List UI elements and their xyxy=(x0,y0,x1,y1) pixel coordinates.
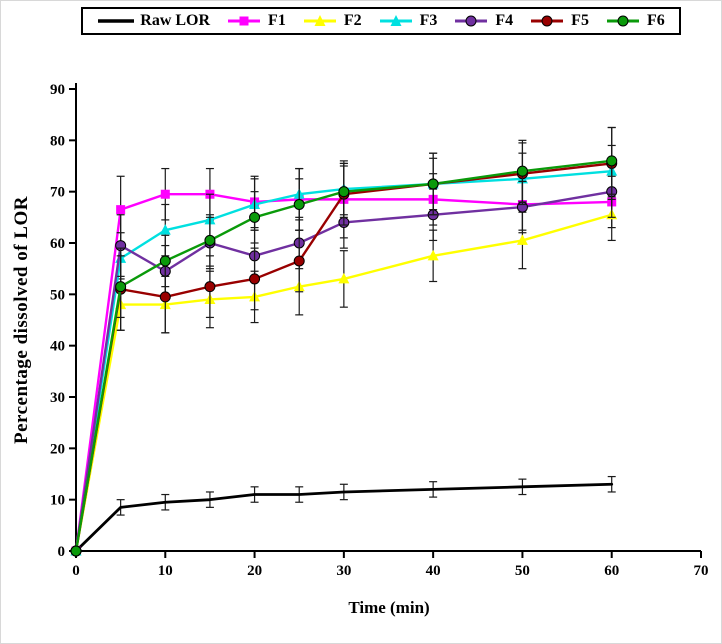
y-tick-label: 20 xyxy=(50,441,65,457)
data-marker xyxy=(249,211,261,223)
legend-label-f4: F4 xyxy=(495,12,514,29)
data-marker xyxy=(338,186,350,198)
y-tick-label: 60 xyxy=(50,236,65,252)
legend-marker-f2-icon xyxy=(303,15,336,26)
x-tick-label: 10 xyxy=(158,563,173,579)
legend-label-raw-lor: Raw LOR xyxy=(140,12,211,29)
data-marker xyxy=(338,272,350,284)
series-line xyxy=(74,169,613,553)
legend-item-f3: F3 xyxy=(377,12,438,30)
data-marker xyxy=(115,281,127,293)
legend-item-f5: F5 xyxy=(528,12,589,30)
plot-area: 0 10 20 30 40 50 60 70 0 10 20 30 40 50 60 70 80 90 xyxy=(50,82,709,579)
y-tick-label: 80 xyxy=(50,133,65,149)
data-marker xyxy=(516,234,528,245)
series-f6 xyxy=(70,126,618,557)
y-axis-title: Percentage dissolved of LOR xyxy=(11,196,32,444)
data-marker xyxy=(159,291,171,303)
x-tick-label: 70 xyxy=(694,563,709,579)
series-line xyxy=(74,193,613,553)
legend-item-f6: F6 xyxy=(604,12,665,30)
legend-item-f1: F1 xyxy=(225,12,286,30)
x-tick-label: 30 xyxy=(336,563,351,579)
data-marker xyxy=(159,224,171,235)
legend-item-f4: F4 xyxy=(452,12,513,30)
data-marker xyxy=(116,205,126,215)
data-marker xyxy=(159,255,171,267)
chart-canvas: 0 10 20 30 40 50 60 70 0 10 20 30 40 50 60 70 80 90 Perce… xyxy=(11,82,709,617)
legend-marker-raw-lor-icon xyxy=(98,19,135,23)
data-marker xyxy=(606,155,618,167)
x-axis-title: Time (min) xyxy=(348,598,429,617)
legend-item-raw-lor: Raw LOR xyxy=(97,12,210,30)
data-marker xyxy=(204,281,216,293)
x-tick-label: 0 xyxy=(72,563,80,579)
data-marker xyxy=(249,273,261,285)
y-tick-label: 10 xyxy=(50,493,65,509)
y-tick-label: 30 xyxy=(50,390,65,406)
legend-marker-f3-icon xyxy=(379,15,412,26)
legend-label-f5: F5 xyxy=(571,12,589,29)
data-marker xyxy=(427,249,439,261)
legend-item-f2: F2 xyxy=(301,12,362,30)
legend-label-f2: F2 xyxy=(343,12,362,29)
data-marker xyxy=(293,255,305,267)
data-marker xyxy=(516,165,528,177)
series-line xyxy=(74,159,613,553)
data-marker xyxy=(160,189,170,199)
series-line xyxy=(74,213,613,553)
legend-label-f6: F6 xyxy=(646,12,665,29)
legend-marker-f4-icon xyxy=(455,15,488,27)
y-tick-label: 70 xyxy=(50,185,65,201)
series-line xyxy=(74,482,614,553)
x-tick-label: 50 xyxy=(515,563,530,579)
series-line xyxy=(74,190,613,553)
data-marker xyxy=(427,178,439,190)
legend-label-f3: F3 xyxy=(419,12,438,29)
data-marker xyxy=(204,234,216,246)
series-line xyxy=(74,162,613,553)
series-raw-lor xyxy=(74,475,616,553)
data-marker xyxy=(293,199,305,210)
x-tick-label: 60 xyxy=(604,563,619,579)
y-tick-label: 40 xyxy=(50,339,65,355)
x-tick-label: 40 xyxy=(426,563,441,579)
legend-label-f1: F1 xyxy=(268,12,286,29)
chart-legend: Raw LOR F1 F2 F3 F4 F5 F6 xyxy=(81,7,681,35)
data-marker xyxy=(70,545,82,557)
legend-marker-f1-icon xyxy=(228,16,261,26)
legend-marker-f6-icon xyxy=(606,15,639,27)
x-tick-label: 20 xyxy=(247,563,262,579)
y-tick-label: 90 xyxy=(50,82,65,98)
legend-marker-f5-icon xyxy=(531,15,564,27)
y-tick-label: 0 xyxy=(58,544,66,560)
y-tick-label: 50 xyxy=(50,287,65,303)
